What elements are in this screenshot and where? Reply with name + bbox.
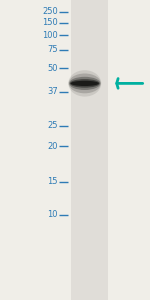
Ellipse shape (68, 70, 101, 97)
Text: 25: 25 (47, 122, 58, 130)
Text: 37: 37 (47, 87, 58, 96)
Text: 100: 100 (42, 31, 58, 40)
Ellipse shape (69, 74, 101, 93)
Text: 75: 75 (47, 45, 58, 54)
Text: 150: 150 (42, 18, 58, 27)
Text: 50: 50 (47, 64, 58, 73)
Ellipse shape (70, 79, 100, 88)
Text: 20: 20 (47, 142, 58, 151)
Bar (70, 0, 108, 300)
Ellipse shape (71, 81, 99, 86)
Text: 250: 250 (42, 8, 58, 16)
Text: 15: 15 (47, 177, 58, 186)
Text: 10: 10 (47, 210, 58, 219)
Ellipse shape (69, 77, 100, 90)
